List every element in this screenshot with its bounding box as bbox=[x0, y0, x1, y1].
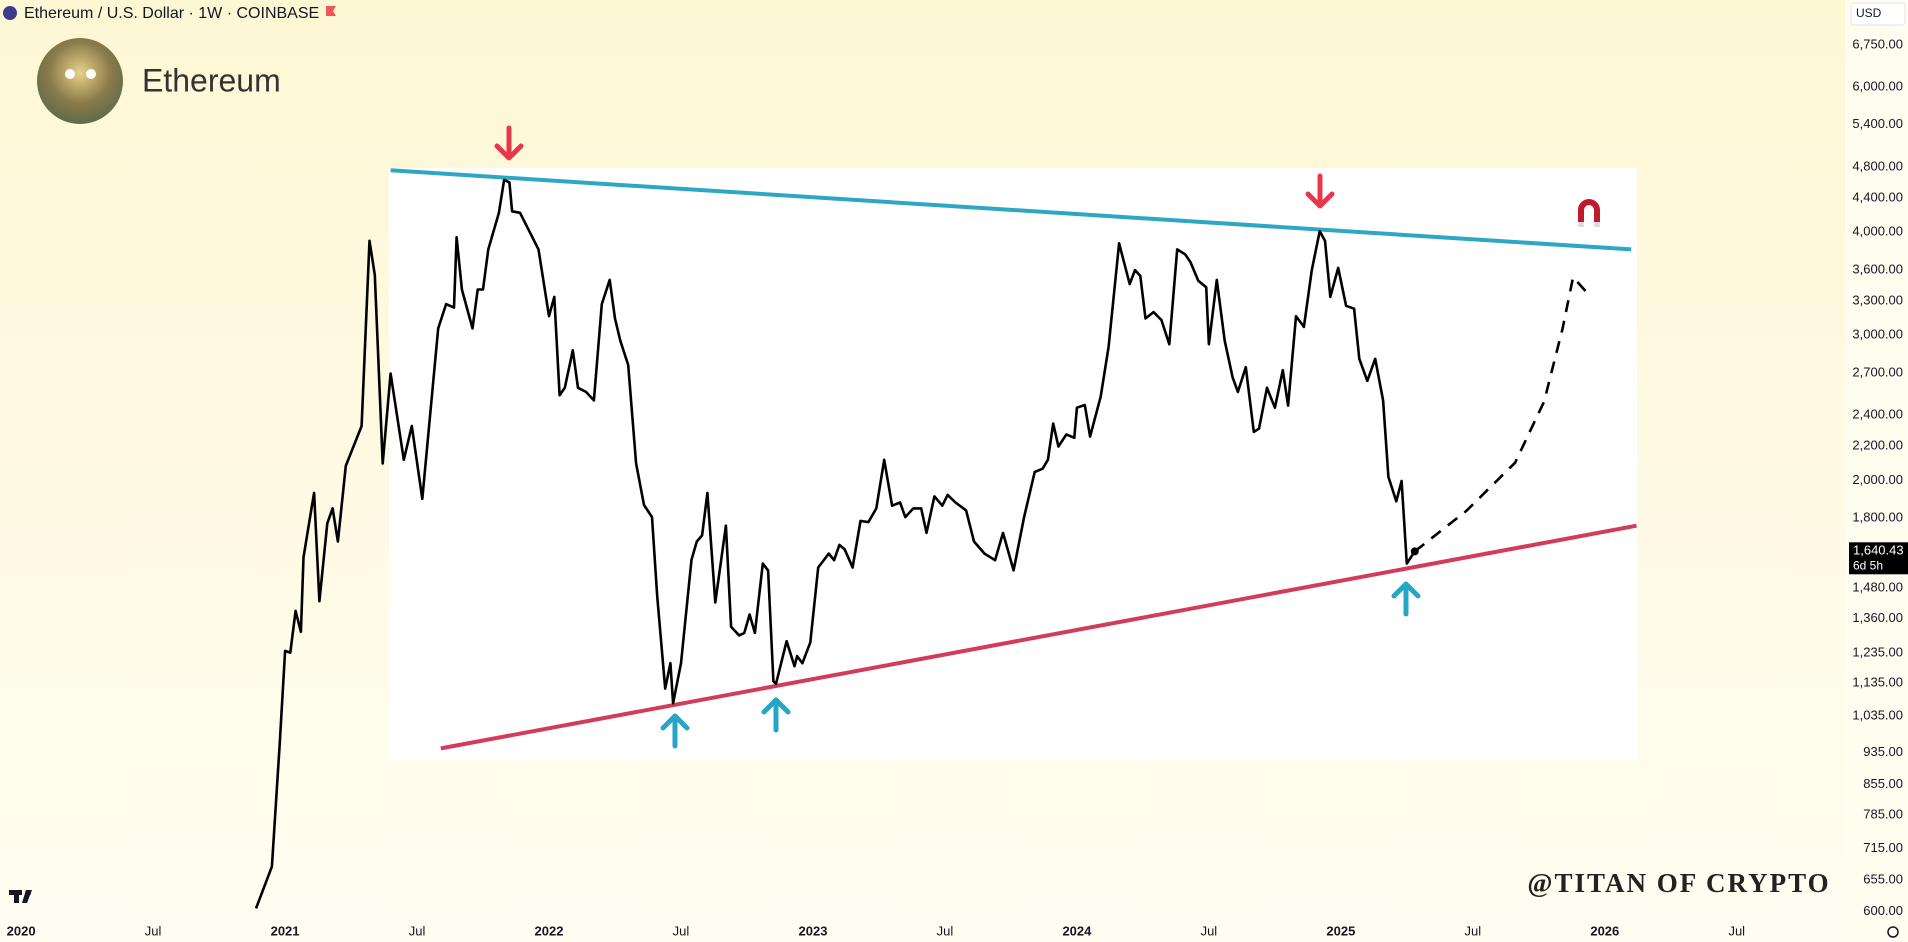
y-tick-label: 4,800.00 bbox=[1852, 158, 1903, 173]
y-tick-label: 2,000.00 bbox=[1852, 472, 1903, 487]
y-tick-label: 1,480.00 bbox=[1852, 580, 1903, 595]
projection-start bbox=[1410, 547, 1419, 556]
flag-icon bbox=[326, 6, 336, 16]
countdown-label: 6d 5h bbox=[1853, 558, 1883, 572]
currency-button[interactable] bbox=[1850, 2, 1906, 26]
subtitle: Ethereum bbox=[142, 62, 281, 98]
settings-icon[interactable] bbox=[1887, 926, 1899, 938]
trendline bbox=[440, 523, 1637, 751]
y-tick-label: 935.00 bbox=[1863, 744, 1903, 759]
magnet-icon bbox=[1578, 199, 1600, 227]
watermark: @TITAN OF CRYPTO bbox=[1527, 868, 1830, 898]
x-tick-label: 2026 bbox=[1590, 923, 1619, 938]
x-tick-label: 2025 bbox=[1326, 923, 1355, 938]
y-tick-label: 655.00 bbox=[1863, 871, 1903, 886]
y-tick-label: 3,600.00 bbox=[1852, 261, 1903, 276]
header-title: Ethereum / U.S. Dollar · 1W · COINBASE bbox=[24, 5, 319, 22]
y-tick-label: 1,135.00 bbox=[1852, 675, 1903, 690]
y-tick-label: 4,400.00 bbox=[1852, 189, 1903, 204]
x-tick-label: Jul bbox=[673, 923, 690, 938]
y-tick-label: 1,035.00 bbox=[1852, 708, 1903, 723]
x-tick-label: Jul bbox=[937, 923, 954, 938]
x-tick-label: Jul bbox=[1465, 923, 1482, 938]
x-tick-label: 2024 bbox=[1062, 923, 1092, 938]
last-price-box bbox=[1849, 542, 1908, 575]
last-price-label: 1,640.43 bbox=[1853, 543, 1904, 558]
x-tick-label: Jul bbox=[409, 923, 426, 938]
cyan-arrows bbox=[660, 581, 1421, 749]
projection-line bbox=[1413, 274, 1588, 553]
avatar bbox=[37, 38, 123, 124]
y-tick-label: 5,400.00 bbox=[1852, 116, 1903, 131]
price-axis-background bbox=[1845, 0, 1908, 942]
avatar-eye bbox=[65, 69, 75, 79]
highlight-box bbox=[389, 168, 1637, 760]
x-tick-label: 2021 bbox=[271, 923, 300, 938]
coin-icon bbox=[3, 6, 17, 20]
x-tick-label: 2023 bbox=[799, 923, 828, 938]
x-tick-label: 2022 bbox=[535, 923, 564, 938]
y-tick-label: 600.00 bbox=[1863, 903, 1903, 918]
x-tick-label: 2020 bbox=[7, 923, 36, 938]
y-tick-label: 1,800.00 bbox=[1852, 509, 1903, 524]
y-tick-label: 2,700.00 bbox=[1852, 364, 1903, 379]
y-tick-label: 715.00 bbox=[1863, 840, 1903, 855]
avatar-eye bbox=[86, 69, 96, 79]
y-tick-label: 785.00 bbox=[1863, 807, 1903, 822]
y-tick-label: 3,300.00 bbox=[1852, 292, 1903, 307]
y-tick-label: 6,000.00 bbox=[1852, 78, 1903, 93]
y-tick-label: 1,360.00 bbox=[1852, 610, 1903, 625]
y-tick-label: 6,750.00 bbox=[1852, 36, 1903, 51]
y-tick-label: 4,000.00 bbox=[1852, 224, 1903, 239]
red-arrows bbox=[494, 125, 1335, 209]
x-tick-label: Jul bbox=[145, 923, 162, 938]
y-tick-label: 2,200.00 bbox=[1852, 438, 1903, 453]
x-tick-label: Jul bbox=[1728, 923, 1745, 938]
tv-logo bbox=[9, 890, 32, 903]
y-tick-label: 855.00 bbox=[1863, 776, 1903, 791]
price-line bbox=[254, 178, 1416, 909]
trendline bbox=[390, 168, 1632, 252]
y-tick-label: 1,235.00 bbox=[1852, 644, 1903, 659]
y-tick-label: 3,000.00 bbox=[1852, 327, 1903, 342]
y-tick-label: 2,400.00 bbox=[1852, 406, 1903, 421]
currency-label[interactable]: USD bbox=[1856, 6, 1882, 20]
x-tick-label: Jul bbox=[1201, 923, 1218, 938]
